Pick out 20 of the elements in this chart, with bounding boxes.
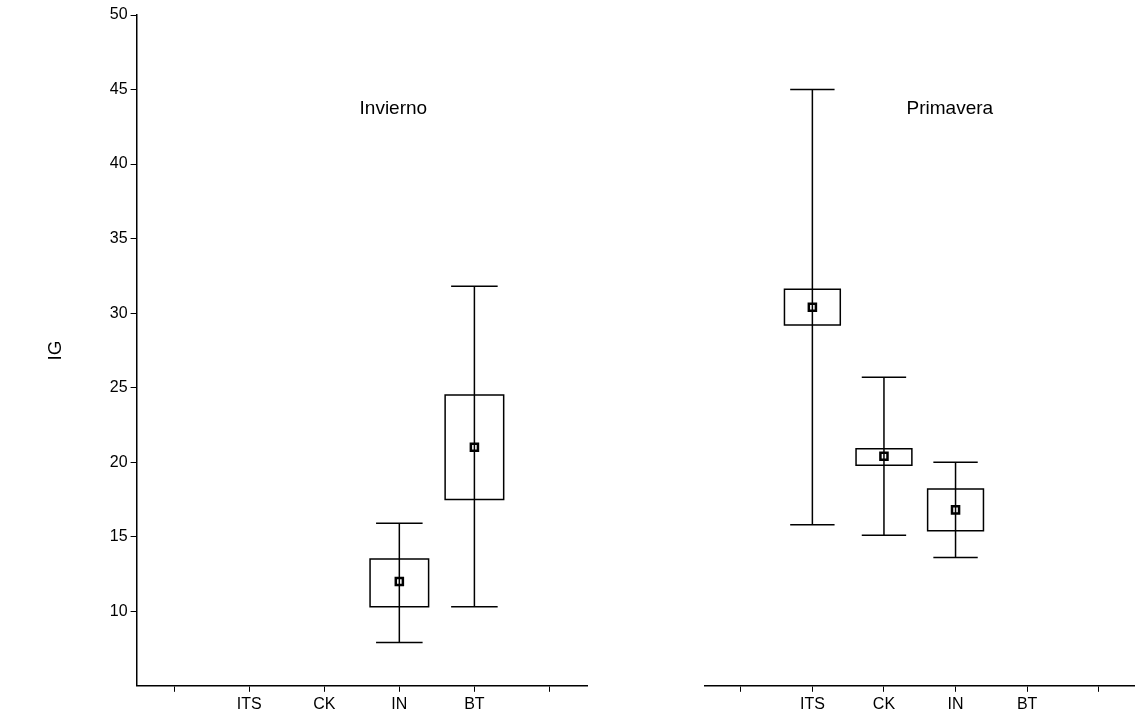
x-tick-label: IN — [391, 694, 408, 712]
y-tick-label: 35 — [109, 229, 128, 247]
y-tick-label: 40 — [109, 154, 128, 172]
y-tick-label: 15 — [109, 527, 128, 545]
y-tick-label: 20 — [109, 452, 128, 470]
y-tick-label: 10 — [109, 601, 128, 619]
x-tick-label: CK — [872, 694, 896, 712]
x-tick-label: BT — [1016, 694, 1038, 712]
y-tick-label: 25 — [109, 378, 128, 396]
text: Invierno — [359, 97, 428, 119]
text: Primavera — [906, 97, 994, 119]
x-tick-label: CK — [313, 694, 336, 712]
x-tick-label: ITS — [799, 694, 825, 712]
x-tick-label: ITS — [236, 694, 262, 712]
x-tick-label: IN — [947, 694, 964, 712]
y-tick-label: 30 — [109, 303, 128, 321]
y-tick-label: 45 — [109, 79, 128, 97]
y-axis-title: IG — [43, 340, 65, 361]
x-tick-label: BT — [464, 694, 485, 712]
y-tick-label: 50 — [109, 5, 128, 23]
